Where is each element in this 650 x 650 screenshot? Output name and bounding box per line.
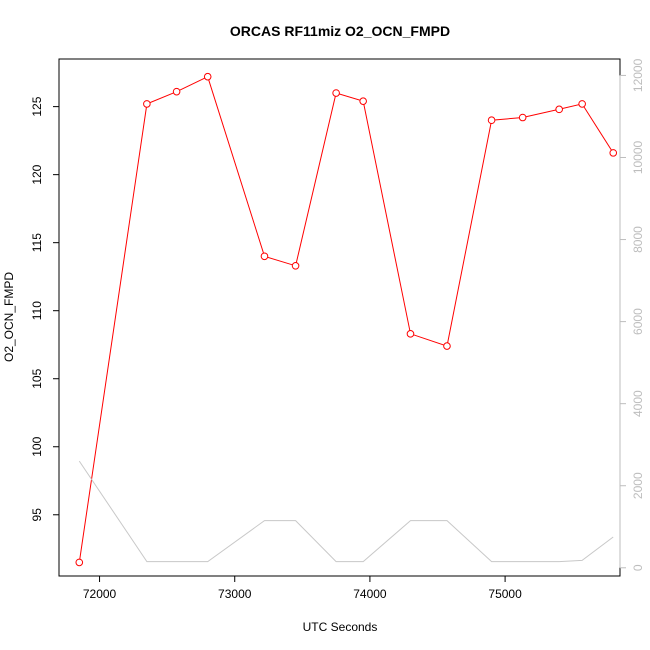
data-point <box>487 116 496 125</box>
x-axis: 72000 73000 74000 75000 <box>83 575 522 601</box>
data-point <box>143 100 151 108</box>
y2-tick-label: 4000 <box>631 390 645 417</box>
data-point <box>609 149 618 157</box>
y-tick-label: 100 <box>30 436 44 456</box>
x-tick-label: 73000 <box>218 587 252 601</box>
data-point <box>332 89 340 97</box>
y-axis-left: 95 100 105 110 115 120 125 <box>30 96 60 522</box>
data-point <box>172 87 181 96</box>
y-tick-label: 120 <box>30 164 44 184</box>
data-point <box>578 100 586 108</box>
data-point <box>443 342 451 350</box>
data-point <box>75 558 84 567</box>
y-tick-label: 115 <box>30 233 44 252</box>
y-tick-label: 125 <box>30 96 44 116</box>
data-point <box>518 113 527 122</box>
y-axis-label: O2_OCN_FMPD <box>2 272 16 362</box>
x-axis-label: UTC Seconds <box>303 620 378 634</box>
y-tick-label: 110 <box>30 301 44 320</box>
y2-tick-label: 0 <box>631 564 645 571</box>
data-point <box>260 252 269 261</box>
data-point <box>203 72 212 81</box>
y-tick-label: 95 <box>30 508 44 522</box>
data-point <box>291 262 300 270</box>
y2-tick-label: 12000 <box>631 58 645 92</box>
x-tick-label: 72000 <box>83 587 117 601</box>
y2-tick-label: 8000 <box>631 226 645 253</box>
y-tick-label: 105 <box>30 368 44 388</box>
series-line-2 <box>78 460 614 563</box>
chart-title: ORCAS RF11miz O2_OCN_FMPD <box>230 23 450 39</box>
data-point <box>555 105 563 114</box>
series-layer <box>75 72 618 567</box>
x-tick-label: 74000 <box>353 587 387 601</box>
y2-tick-label: 10000 <box>631 140 645 174</box>
y-axis-right: 0 2000 4000 6000 8000 10000 12000 <box>619 58 645 571</box>
y2-tick-label: 2000 <box>631 472 645 499</box>
y2-tick-label: 6000 <box>631 308 645 335</box>
data-point <box>359 97 367 105</box>
data-point <box>406 330 415 338</box>
x-tick-label: 75000 <box>488 587 522 601</box>
